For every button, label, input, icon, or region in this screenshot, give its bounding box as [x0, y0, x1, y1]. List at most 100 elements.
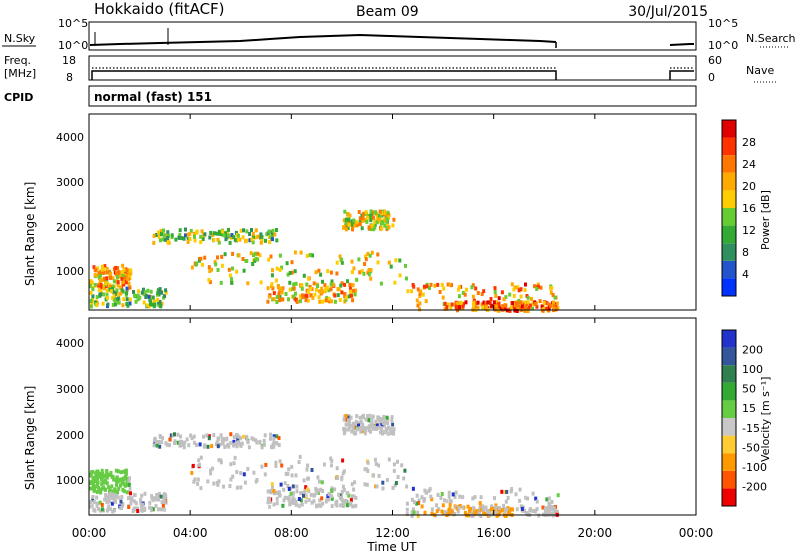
power-echo-cell [96, 266, 99, 271]
velocity-echo-cell [93, 479, 97, 483]
velocity-echo-cell [390, 415, 394, 420]
power-echo-cell [350, 219, 354, 224]
power-echo-cell [488, 301, 492, 305]
power-echo-cell [382, 217, 386, 222]
power-echo-cell [530, 296, 533, 301]
power-echo-cell [128, 297, 132, 302]
velocity-echo-cell [316, 488, 320, 493]
velocity-echo-cell [295, 489, 299, 494]
velocity-echo-cell [366, 414, 370, 418]
power-echo-cell [192, 231, 196, 236]
velocity-echo-cell [124, 468, 128, 473]
power-echo-cell [121, 273, 125, 278]
power-echo-cell [520, 304, 524, 309]
velocity-echo-cell [547, 496, 551, 501]
power-echo-cell [358, 222, 362, 226]
velocity-ytick-3000: 3000 [56, 383, 84, 396]
velocity-echo-cell [202, 444, 206, 449]
power-echo-cell [304, 293, 308, 298]
velocity-echo-cell [461, 495, 465, 500]
velocity-echo-cell [176, 432, 180, 437]
velocity-echo-cell [440, 509, 444, 514]
power-echo-cell [475, 301, 478, 306]
power-ytick-1000: 1000 [56, 265, 84, 278]
velocity-echo-cell [272, 436, 276, 441]
velocity-echo-cell [294, 502, 298, 507]
velocity-echo-cell [385, 415, 389, 420]
velocity-echo-cell [518, 498, 522, 503]
velocity-echo-cell [161, 435, 164, 440]
power-echo-cell [347, 294, 351, 299]
power-echo-cell [385, 216, 389, 221]
velocity-echo-cell [115, 475, 119, 480]
power-echo-cell [517, 304, 521, 309]
power-echo-cell [544, 300, 548, 305]
power-echo-cell [292, 286, 296, 291]
velocity-echo-cell [354, 419, 358, 424]
velocity-echo-cell [129, 501, 133, 506]
velocity-echo-cell [258, 439, 262, 444]
power-echo-cell [494, 293, 498, 298]
power-echo-cell [221, 229, 224, 234]
velocity-echo-cell [548, 505, 552, 510]
velocity-echo-cell [552, 511, 556, 516]
power-echo-cell [95, 295, 99, 299]
velocity-echo-cell [351, 423, 355, 428]
velocity-echo-cell [252, 470, 256, 475]
velocity-echo-cell [250, 436, 254, 441]
freq-label-1: Freq. [4, 54, 31, 67]
velocity-echo-cell [320, 480, 324, 485]
power-echo-cell [278, 267, 282, 272]
velocity-echo-cell [534, 496, 538, 501]
noise-right-label: N.Search [746, 32, 796, 45]
velocity-echo-cell [376, 415, 380, 420]
velocity-echo-cell [519, 504, 523, 509]
power-echo-cell [260, 238, 264, 243]
freq-left-tick-bottom: 8 [66, 71, 73, 84]
velocity-echo-cell [469, 506, 472, 511]
power-echo-cell [149, 289, 153, 294]
power-echo-cell [504, 295, 508, 300]
power-echo-cell [384, 214, 388, 219]
power-echo-cell [93, 282, 97, 287]
velocity-echo-cell [274, 460, 278, 465]
power-echo-cell [245, 259, 249, 263]
power-echo-cell [360, 226, 364, 231]
velocity-echo-cell [509, 489, 513, 494]
velocity-echo-cell [477, 508, 481, 513]
power-echo-cell [527, 305, 531, 310]
power-echo-cell [114, 265, 118, 270]
velocity-echo-cell [505, 507, 509, 512]
velocity-echo-cell [287, 497, 291, 502]
power-echo-cell [524, 308, 528, 313]
power-echo-cell [186, 240, 190, 244]
velocity-echo-cell [463, 510, 467, 515]
power-echo-cell [271, 268, 274, 273]
velocity-echo-cell [504, 513, 508, 518]
velocity-echo-cell [125, 490, 129, 495]
power-echo-cell [180, 236, 184, 241]
velocity-ylabel: Slant Range [km] [23, 386, 37, 490]
velocity-echo-cell [178, 443, 182, 448]
velocity-echo-cell [479, 495, 483, 500]
velocity-echo-cell [329, 456, 333, 461]
velocity-echo-cell [490, 504, 494, 509]
power-echo-cell [116, 275, 119, 280]
power-echo-cell [271, 237, 274, 242]
power-echo-cell [200, 229, 204, 234]
velocity-echo-cell [210, 444, 214, 449]
velocity-echo-cell [526, 511, 530, 516]
power-echo-cell [346, 212, 350, 216]
power-echo-cell [210, 267, 213, 272]
velocity-echo-cell [481, 506, 485, 511]
power-echo-cell [351, 222, 354, 227]
power-echo-cell [253, 235, 257, 240]
power-echo-cell [115, 291, 119, 296]
velocity-echo-cell [89, 481, 93, 486]
velocity-echo-cell [91, 477, 95, 482]
power-echo-cell [355, 277, 359, 282]
velocity-echo-cell [99, 487, 103, 492]
velocity-echo-cell [443, 510, 447, 515]
velocity-echo-cell [550, 506, 554, 511]
velocity-echo-cell [302, 478, 306, 483]
